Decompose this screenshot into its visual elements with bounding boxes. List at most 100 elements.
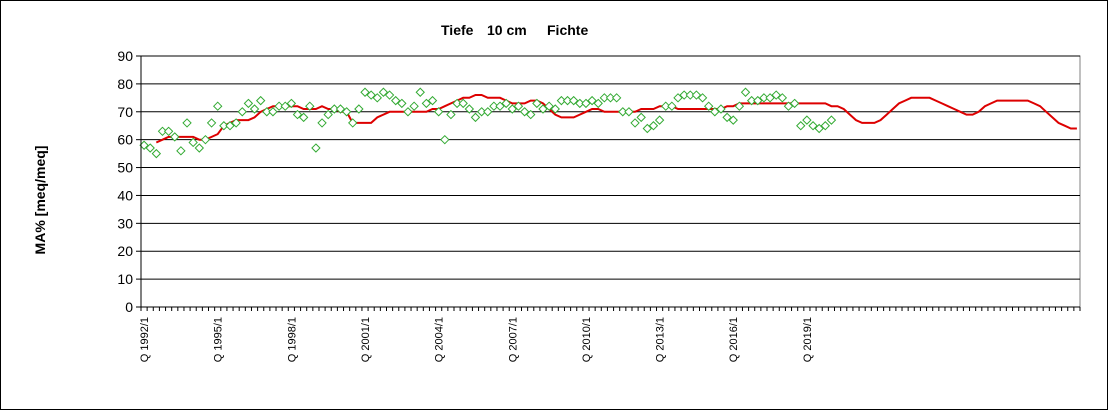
data-point [501, 98, 511, 109]
data-point [397, 98, 407, 109]
data-point [581, 98, 591, 109]
data-point [568, 95, 579, 106]
data-point [789, 98, 800, 109]
data-point [249, 104, 260, 114]
x-tick-label: Q 2016/1 [728, 317, 740, 362]
data-point [298, 112, 309, 123]
data-point [329, 104, 340, 114]
data-point [372, 93, 382, 103]
data-point [262, 107, 272, 117]
data-point [384, 90, 395, 100]
data-point [157, 126, 168, 137]
data-point [630, 118, 640, 128]
data-point [317, 118, 327, 128]
data-point [292, 109, 303, 120]
data-point [519, 107, 530, 117]
data-point [170, 132, 180, 142]
x-tick-label: Q 1995/1 [213, 317, 225, 362]
data-point [734, 101, 745, 111]
data-point [826, 115, 837, 125]
data-point [599, 93, 610, 103]
data-point [753, 95, 763, 106]
data-point [814, 123, 824, 134]
data-point [703, 101, 714, 111]
data-point [746, 95, 757, 106]
data-point [648, 121, 659, 131]
data-point [685, 90, 695, 100]
x-tick-label: Q 2007/1 [507, 317, 519, 362]
data-point [421, 98, 432, 109]
data-point [691, 90, 702, 100]
x-tick-label: Q 2019/1 [802, 317, 814, 362]
data-point [390, 95, 401, 106]
data-point [710, 107, 720, 117]
data-point [673, 93, 683, 103]
data-point [231, 118, 241, 128]
data-point [593, 98, 603, 109]
data-point [464, 104, 475, 114]
y-tick-label: 60 [117, 132, 133, 148]
data-point [740, 87, 751, 97]
chart-title-species: Fichte [547, 22, 588, 38]
data-point [697, 93, 708, 103]
data-point [378, 87, 389, 97]
x-tick-label: Q 2010/1 [581, 317, 593, 362]
y-tick-label: 20 [117, 243, 133, 259]
y-tick-label: 90 [117, 48, 133, 64]
data-point [470, 112, 481, 123]
data-point [311, 143, 321, 153]
data-point [544, 101, 554, 111]
y-tick-label: 30 [117, 215, 133, 231]
x-tick-label: Q 2001/1 [360, 317, 372, 362]
data-point [213, 101, 223, 111]
data-point [427, 95, 438, 106]
data-point [532, 98, 542, 109]
data-point [176, 146, 186, 156]
data-point [495, 101, 505, 111]
data-point [722, 112, 732, 123]
data-point [507, 104, 518, 114]
data-point [476, 107, 487, 117]
data-point [145, 143, 155, 153]
y-tick-label: 70 [117, 104, 133, 120]
y-tick-label: 10 [117, 271, 133, 287]
data-point [728, 115, 738, 125]
data-point [458, 98, 468, 109]
chart-title-depth-value: 10 cm [487, 22, 527, 38]
data-point [446, 109, 456, 120]
data-point [538, 104, 548, 114]
data-point [440, 134, 450, 145]
data-point [206, 118, 217, 128]
data-point [182, 118, 192, 128]
x-tick-label: Q 1998/1 [286, 317, 298, 362]
data-point [366, 90, 376, 100]
data-point [624, 107, 634, 117]
data-point [611, 93, 622, 103]
x-tick-label: Q 1992/1 [139, 317, 151, 362]
data-point [526, 109, 536, 120]
data-point [777, 93, 788, 103]
data-point [225, 121, 235, 131]
data-point [556, 95, 567, 106]
data-point [642, 123, 653, 134]
data-point [348, 118, 358, 128]
data-point [237, 107, 247, 117]
data-point [667, 101, 677, 111]
data-point [783, 101, 794, 111]
y-tick-label: 0 [125, 299, 133, 315]
y-tick-label: 40 [117, 187, 133, 203]
data-point [661, 101, 671, 111]
data-point [433, 107, 444, 117]
data-point [820, 121, 831, 131]
y-tick-label: 80 [117, 76, 133, 92]
data-point [280, 101, 290, 111]
data-point [403, 107, 413, 117]
data-point [771, 90, 781, 100]
data-point [415, 87, 425, 97]
data-point [286, 98, 297, 109]
data-point [452, 98, 462, 109]
data-point [550, 104, 560, 114]
data-point [679, 90, 689, 100]
